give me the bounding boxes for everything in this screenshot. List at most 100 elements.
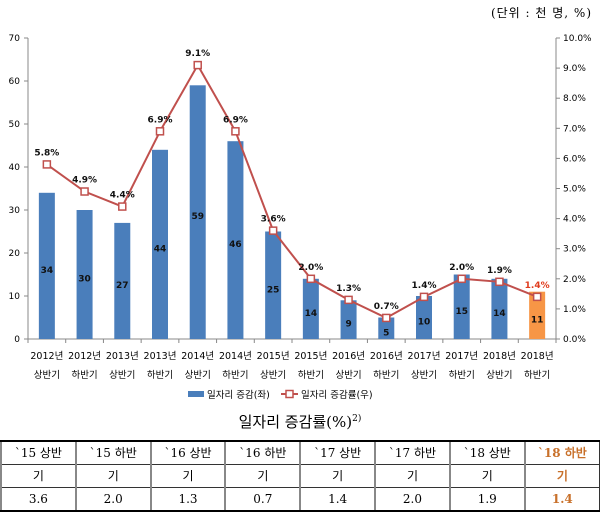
bar-label: 30 (78, 275, 91, 285)
header-cell: `16 상반 (149, 440, 226, 465)
value-row: 3.6 2.0 1.3 0.7 1.4 2.0 1.9 1.4 (0, 487, 600, 512)
category-label-2: 하반기 (524, 369, 550, 381)
bar-label: 44 (154, 244, 167, 254)
bar (227, 141, 244, 339)
category-label: 2018년 (521, 351, 554, 362)
rate-marker (306, 274, 316, 284)
rate-marker (457, 274, 466, 284)
category-label-2: 상반기 (34, 370, 60, 381)
value-cell: 2.0 (374, 487, 451, 512)
rate-marker (231, 127, 240, 136)
value-cell: 3.6 (0, 487, 77, 512)
bar (38, 192, 55, 339)
bar (491, 278, 508, 339)
category-label: 2017년 (445, 351, 478, 362)
bar-label: 59 (191, 212, 204, 222)
category-label-2: 하반기 (71, 369, 97, 381)
category-label-2: 상반기 (109, 370, 135, 381)
left-tick-label: 60 (9, 77, 21, 87)
bar-label: 15 (455, 307, 468, 317)
header-cell-cont: 기 (0, 464, 77, 488)
value-cell: 1.4 (299, 487, 376, 512)
bar (529, 291, 546, 339)
rate-label: 1.9% (487, 266, 512, 276)
category-label-2: 하반기 (298, 369, 324, 381)
right-tick-label: 10.0% (563, 34, 592, 44)
bar (114, 222, 131, 339)
left-tick-label: 0 (14, 335, 20, 345)
rate-label: 4.4% (110, 191, 135, 201)
value-cell: 1.3 (149, 487, 226, 512)
rate-label: 3.6% (261, 215, 286, 225)
rate-marker (155, 127, 165, 136)
rate-label: 6.9% (223, 115, 248, 125)
table-title-text: 일자리 증감률(%) (238, 413, 353, 431)
header-cell-cont: 기 (149, 464, 226, 488)
category-label: 2016년 (332, 351, 365, 362)
category-label-2: 하반기 (147, 369, 173, 381)
rate-label: 1.4% (525, 281, 550, 291)
right-tick-label: 7.0% (563, 124, 586, 134)
left-tick-label: 10 (9, 292, 21, 302)
rate-marker (80, 187, 89, 196)
left-tick-label: 30 (9, 206, 21, 216)
rate-marker (42, 160, 52, 169)
value-cell: 2.0 (74, 487, 152, 512)
rate-table: `15 상반 `15 하반 `16 상반 `16 하반 `17 상반 `17 하반 `18 … (0, 440, 600, 512)
header-cell-cont: 기 (374, 464, 451, 488)
value-cell: 1.4 (523, 487, 600, 512)
right-tick-label: 8.0% (563, 94, 586, 104)
rate-line (46, 63, 538, 320)
rate-marker (532, 292, 542, 302)
right-tick-label: 3.0% (563, 245, 586, 255)
rate-label: 5.8% (34, 148, 59, 158)
left-tick-label: 20 (9, 249, 21, 259)
bar-label: 11 (531, 315, 544, 325)
category-label-2: 상반기 (185, 370, 211, 381)
category-label: 2015년 (257, 351, 290, 362)
category-label-2: 하반기 (373, 369, 399, 381)
category-label-2: 상반기 (411, 370, 437, 381)
header-cell: `18 하반 (523, 440, 600, 465)
header-cell: `17 하반 (374, 440, 451, 465)
bar-label: 9 (345, 320, 351, 330)
category-label-2: 상반기 (335, 370, 361, 381)
chart: 0 10 20 30 40 50 60 70 0.0% 1.0% 2.0% 3.0% 4.0% 5.0% 6… (9, 34, 592, 401)
header-cell-cont: 기 (74, 464, 152, 488)
category-label: 2014년 (219, 351, 252, 362)
rate-marker (118, 202, 127, 211)
right-tick-label: 2.0% (563, 275, 586, 285)
left-tick-label: 50 (9, 120, 21, 130)
bar-label: 14 (493, 309, 506, 319)
category-label-2: 하반기 (222, 369, 248, 381)
rate-marker (495, 277, 504, 287)
header-cell: `15 상반 (0, 440, 77, 465)
category-label: 2018년 (483, 351, 516, 362)
bar-label: 27 (116, 281, 129, 291)
bar (265, 231, 282, 339)
header-cell-cont: 기 (523, 464, 600, 488)
left-tick-label: 40 (9, 163, 21, 173)
bar (340, 300, 357, 339)
right-tick-label: 9.0% (563, 64, 586, 74)
category-label: 2015년 (294, 351, 327, 362)
left-tick-label: 70 (9, 34, 21, 44)
category-label: 2014년 (181, 351, 214, 362)
header-cell-cont: 기 (224, 464, 301, 488)
legend-line-label: 일자리 증감률(우) (301, 389, 373, 401)
header-cell-cont: 기 (299, 464, 376, 488)
rate-marker (419, 292, 429, 302)
category-label-2: 하반기 (449, 369, 475, 381)
legend-line-marker (285, 389, 294, 399)
header-cell: `16 하반 (224, 440, 301, 465)
table-title-footnote: 2) (352, 414, 362, 424)
header-row-1: `15 상반 `15 하반 `16 상반 `16 하반 `17 상반 `17 하반 `18 … (0, 440, 600, 465)
right-tick-label: 4.0% (563, 215, 586, 225)
legend-bar-swatch (188, 391, 204, 397)
bar-label: 34 (41, 266, 54, 276)
bar (152, 149, 168, 339)
rate-label: 2.0% (449, 263, 474, 273)
rate-marker (193, 60, 202, 70)
bar (416, 296, 432, 339)
